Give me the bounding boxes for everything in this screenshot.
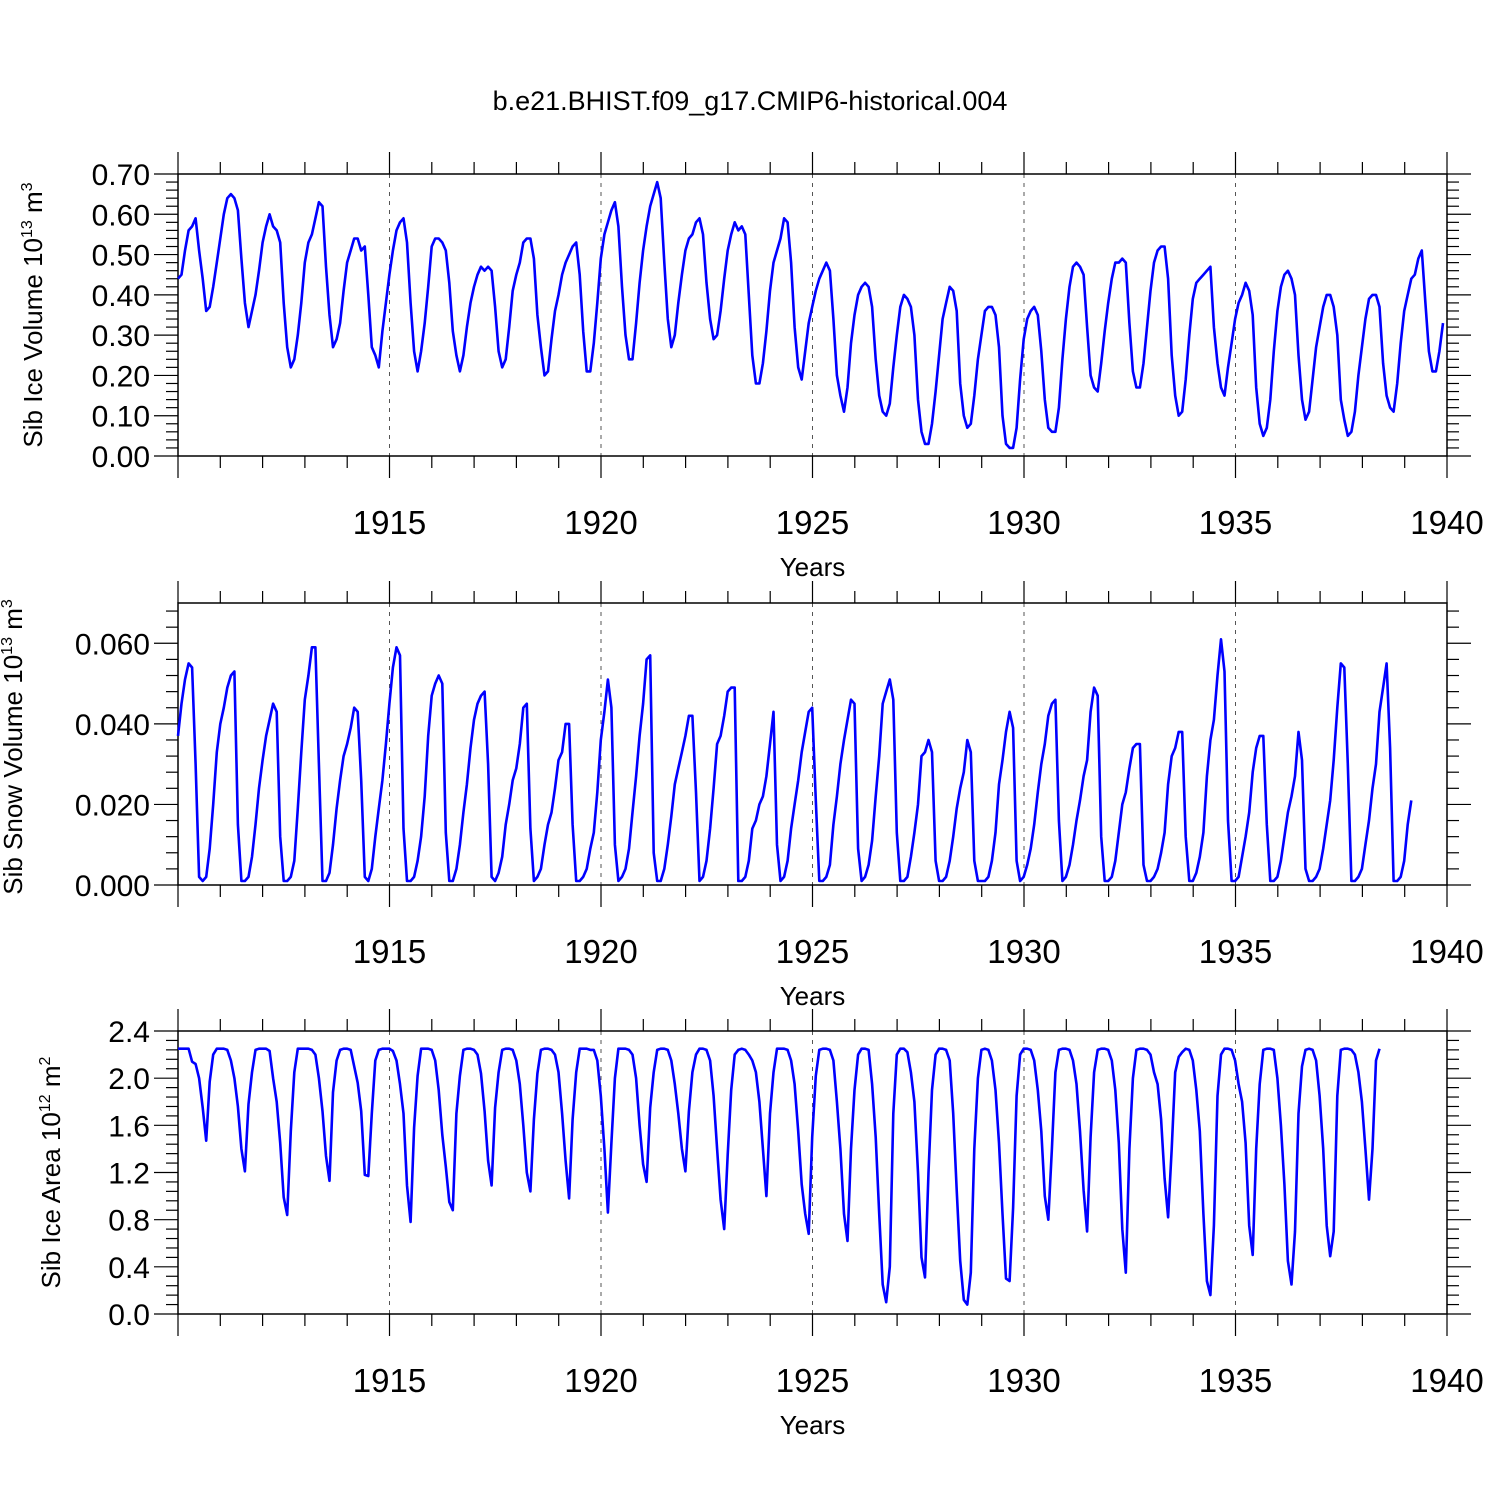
x-tick-label: 1940 xyxy=(1410,933,1483,970)
y-tick-label: 1.2 xyxy=(108,1158,150,1191)
x-tick-label: 1925 xyxy=(776,504,849,541)
y-axis-label-text: Sib Ice Volume 10 xyxy=(18,238,48,448)
y-axis-label-unit: m xyxy=(36,1065,66,1094)
y-axis-label-exponent: 13 xyxy=(19,220,36,238)
y-tick-label: 0.000 xyxy=(75,870,150,903)
x-tick-label: 1930 xyxy=(987,1362,1060,1399)
y-axis-label-text: Sib Snow Volume 10 xyxy=(0,655,28,895)
y-axis-label: Sib Ice Volume 1013 m3 xyxy=(18,182,48,447)
y-tick-label: 0.060 xyxy=(75,628,150,661)
x-tick-label: 1920 xyxy=(564,933,637,970)
x-tick-label: 1935 xyxy=(1199,1362,1272,1399)
x-axis-label: Years xyxy=(780,981,846,1011)
x-tick-label: 1935 xyxy=(1199,933,1272,970)
y-axis-label-unit-exponent: 2 xyxy=(37,1056,54,1065)
chart-panel-1: 0.00 0.10 0.20 0.30 0.40 0.50 0.60 0.70 1915 1920… xyxy=(18,152,1484,582)
y-tick-label: 0.4 xyxy=(108,1252,150,1285)
figure-title: b.e21.BHIST.f09_g17.CMIP6-historical.004 xyxy=(493,86,1008,116)
x-tick-label: 1915 xyxy=(353,1362,426,1399)
y-tick-label: 0.0 xyxy=(108,1299,150,1332)
y-tick-label: 0.60 xyxy=(92,199,150,232)
x-tick-label: 1935 xyxy=(1199,504,1272,541)
y-axis-label-unit-exponent: 3 xyxy=(0,599,16,608)
y-tick-label: 0.40 xyxy=(92,280,150,313)
x-tick-label: 1925 xyxy=(776,1362,849,1399)
y-axis-label-text: Sib Ice Area 10 xyxy=(36,1112,66,1288)
x-tick-label: 1925 xyxy=(776,933,849,970)
series-line xyxy=(177,180,1445,450)
y-tick-label: 0.10 xyxy=(92,401,150,434)
y-tick-label: 0.020 xyxy=(75,789,150,822)
x-axis-label: Years xyxy=(780,552,846,582)
y-axis-label: Sib Snow Volume 1013 m3 xyxy=(0,599,28,895)
y-tick-label: 2.4 xyxy=(108,1016,150,1049)
x-tick-label: 1930 xyxy=(987,504,1060,541)
y-axis-label-exponent: 13 xyxy=(0,637,16,655)
x-tick-label: 1915 xyxy=(353,504,426,541)
y-tick-label: 0.00 xyxy=(92,441,150,474)
chart-panel-2: 0.000 0.020 0.040 0.060 1915 1920 1925 1930 1935… xyxy=(0,581,1484,1011)
y-axis-label-unit-exponent: 3 xyxy=(19,182,36,191)
panels: 0.00 0.10 0.20 0.30 0.40 0.50 0.60 0.70 1915 1920… xyxy=(0,152,1484,1440)
y-tick-label: 1.6 xyxy=(108,1110,150,1143)
y-tick-label: 0.50 xyxy=(92,240,150,273)
y-tick-label: 0.8 xyxy=(108,1205,150,1238)
x-tick-label: 1920 xyxy=(564,1362,637,1399)
y-tick-label: 0.20 xyxy=(92,360,150,393)
x-tick-label: 1915 xyxy=(353,933,426,970)
y-axis-label-exponent: 12 xyxy=(37,1094,54,1112)
y-axis-label-unit: m xyxy=(0,608,28,637)
x-tick-label: 1920 xyxy=(564,504,637,541)
y-axis-label-unit: m xyxy=(18,191,48,220)
y-axis-label: Sib Ice Area 1012 m2 xyxy=(36,1056,66,1288)
series-line xyxy=(176,637,1413,883)
series-line xyxy=(178,1047,1381,1306)
x-tick-label: 1940 xyxy=(1410,1362,1483,1399)
chart-panel-3: 0.0 0.4 0.8 1.2 1.6 2.0 2.4 1915 1920 1925 1930 193… xyxy=(36,1009,1484,1440)
y-tick-label: 0.040 xyxy=(75,709,150,742)
y-tick-label: 0.70 xyxy=(92,159,150,192)
x-tick-label: 1930 xyxy=(987,933,1060,970)
x-axis-label: Years xyxy=(780,1410,846,1440)
x-tick-label: 1940 xyxy=(1410,504,1483,541)
y-tick-label: 0.30 xyxy=(92,320,150,353)
y-tick-label: 2.0 xyxy=(108,1063,150,1096)
